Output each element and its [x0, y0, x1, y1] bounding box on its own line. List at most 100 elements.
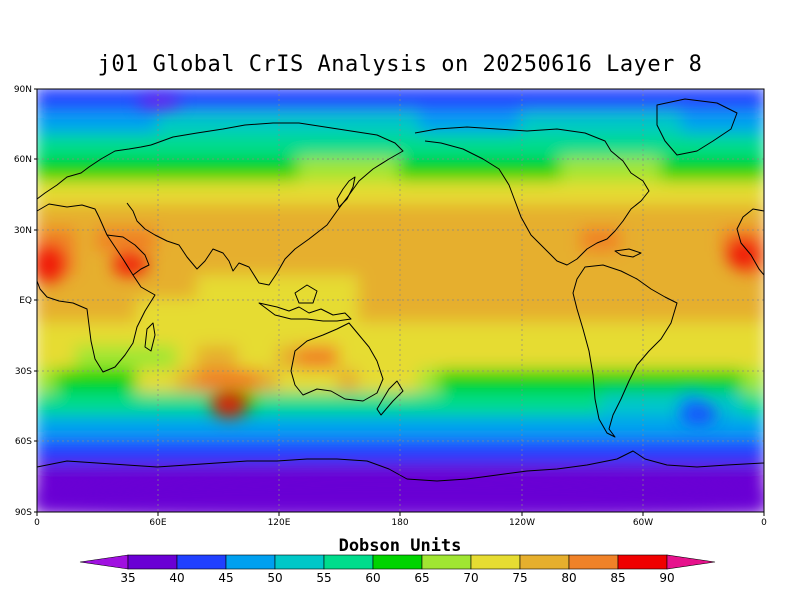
field-cell-5S-115W [519, 298, 544, 326]
field-cell-5N-15W [721, 275, 746, 303]
field-cell-55S-175W [398, 416, 423, 444]
field-cell-65N-5E [37, 134, 60, 162]
field-cell-5N-55W [640, 275, 666, 303]
field-cell-65N-35E [95, 134, 120, 162]
field-cell-65S-85E [196, 439, 221, 467]
field-cell-15S-95E [216, 322, 241, 350]
field-cell-5S-5E [37, 298, 60, 326]
field-cell-65S-35W [681, 439, 706, 467]
field-cell-65N-125W [499, 134, 524, 162]
field-cell-65N-15W [721, 134, 746, 162]
field-cell-65S-75W [600, 439, 625, 467]
colorbar-label-70: 70 [463, 571, 478, 585]
field-cell-5N-15E [55, 275, 80, 303]
field-cell-85N-65W [620, 89, 645, 115]
field-cell-15S-15W [721, 322, 746, 350]
colorbar-label-75: 75 [512, 571, 527, 585]
field-cell-15N-35W [681, 251, 706, 279]
field-cell-5N-175E [378, 275, 403, 303]
field-cell-55N-135E [297, 157, 322, 185]
field-cell-35S-5E [37, 369, 60, 397]
field-cell-25S-155E [337, 345, 363, 373]
field-cell-55N-85W [580, 157, 605, 185]
field-cell-25S-135E [297, 345, 322, 373]
field-cell-35N-45W [661, 204, 686, 232]
field-cell-25S-65W [620, 345, 645, 373]
field-cell-85N-145W [459, 89, 484, 115]
colorbar-box-70-75 [470, 554, 521, 570]
field-cell-5S-65W [620, 298, 645, 326]
field-cell-85N-25E [75, 89, 100, 115]
field-cell-65N-145E [317, 134, 342, 162]
field-cell-55N-125E [277, 157, 302, 185]
coastline-japan [336, 176, 356, 208]
field-cell-25N-165E [358, 228, 383, 256]
low-patch-south-atlantic [681, 404, 717, 424]
field-cell-45N-75E [176, 181, 201, 209]
field-cell-5S-85E [196, 298, 221, 326]
field-cell-15N-25W [701, 251, 726, 279]
field-cell-75N-125W [499, 110, 524, 138]
field-cell-45S-15E [55, 392, 80, 420]
field-cell-85N-105W [539, 89, 565, 115]
field-cell-5S-125W [499, 298, 524, 326]
field-cell-25S-175E [378, 345, 403, 373]
field-cell-85N-155E [337, 89, 363, 115]
field-cell-15S-115W [519, 322, 544, 350]
field-cell-25S-45W [661, 345, 686, 373]
field-cell-35N-125E [277, 204, 302, 232]
field-cell-85N-5W [741, 89, 764, 115]
field-cell-15S-55W [640, 322, 666, 350]
field-cell-5N-35W [681, 275, 706, 303]
field-cell-15S-155W [438, 322, 464, 350]
field-cell-45N-85W [580, 181, 605, 209]
field-cell-5S-15E [55, 298, 80, 326]
field-cell-45S-5W [741, 392, 764, 420]
field-cell-35S-125W [499, 369, 524, 397]
field-cell-65S-95W [560, 439, 585, 467]
field-cell-15S-55E [135, 322, 161, 350]
field-cell-55S-45W [661, 416, 686, 444]
field-cell-25S-125E [277, 345, 302, 373]
field-cell-55N-115W [519, 157, 544, 185]
field-cell-65S-5W [741, 439, 764, 467]
field-cell-65S-35E [95, 439, 120, 467]
field-cell-45S-125E [277, 392, 302, 420]
field-cell-35S-65E [156, 369, 181, 397]
field-cell-75N-5W [741, 110, 764, 138]
colorbar-label-45: 45 [218, 571, 233, 585]
field-cell-25S-105E [236, 345, 262, 373]
field-cell-25N-175E [378, 228, 403, 256]
field-cell-35N-15E [55, 204, 80, 232]
field-cell-35N-115W [519, 204, 544, 232]
field-cell-45N-105W [539, 181, 565, 209]
colorbar-label-35: 35 [120, 571, 135, 585]
field-cell-55S-5W [741, 416, 764, 444]
field-cell-15S-45E [115, 322, 140, 350]
colorbar-box-55-60 [323, 554, 374, 570]
field-cell-75N-145E [317, 110, 342, 138]
field-cell-65S-45W [661, 439, 686, 467]
field-cell-55S-15W [721, 416, 746, 444]
field-cell-45N-45W [661, 181, 686, 209]
coastline-new-zealand [376, 380, 404, 416]
field-cell-15N-115E [257, 251, 282, 279]
field-cell-35S-155E [337, 369, 363, 397]
field-cell-15S-105W [539, 322, 565, 350]
field-cell-25N-105W [539, 228, 565, 256]
field-cell-85N-85E [196, 89, 221, 115]
field-cell-45N-165E [358, 181, 383, 209]
field-cell-65S-65E [156, 439, 181, 467]
map-title: j01 Global CrIS Analysis on 20250616 Lay… [97, 52, 703, 77]
field-cell-45S-165W [418, 392, 443, 420]
field-cell-45N-95W [560, 181, 585, 209]
field-cell-45N-65E [156, 181, 181, 209]
field-cell-55N-35E [95, 157, 120, 185]
colorbar-arrow-low [79, 554, 129, 570]
field-cell-85N-135W [479, 89, 504, 115]
field-cell-85N-85W [580, 89, 605, 115]
field-cell-55N-105W [539, 157, 565, 185]
field-cell-75N-125E [277, 110, 302, 138]
field-cell-5S-165W [418, 298, 443, 326]
lon-label-0-left: 0 [34, 518, 40, 528]
